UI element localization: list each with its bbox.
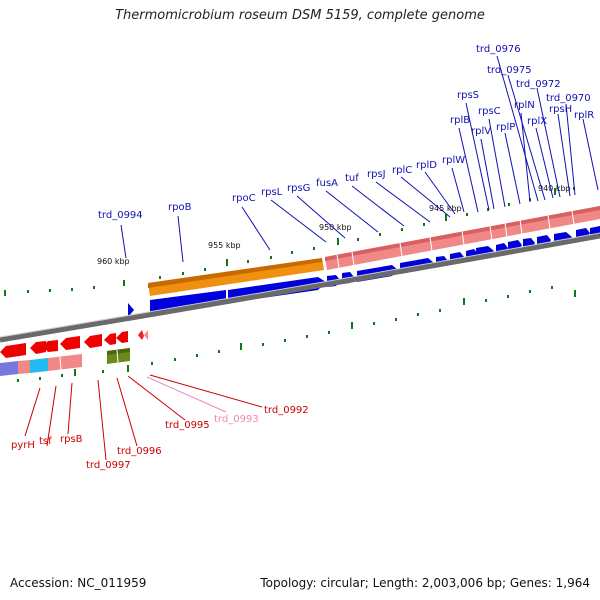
lower-gene-track <box>0 348 130 376</box>
gene-label: fusA <box>316 178 338 189</box>
upper-scale-ticks <box>4 187 575 296</box>
gene-label: rpsJ <box>367 169 386 180</box>
gene-label: rpsH <box>549 104 572 115</box>
gene-label: trd_0970 <box>546 93 591 104</box>
gene-label: rpsG <box>287 183 310 194</box>
cds-arrow-small <box>144 330 148 340</box>
cds-arrow <box>116 331 128 343</box>
scale-labels: 960 kbp 955 kbp 950 kbp 945 kbp 940 kbp <box>97 184 571 266</box>
genome-summary: Topology: circular; Length: 2,003,006 bp… <box>260 576 590 590</box>
cds-arrow <box>150 290 226 313</box>
gene-label: trd_0976 <box>476 44 521 55</box>
lower-scale-ticks <box>17 286 576 382</box>
gene-label: rpsB <box>60 434 83 445</box>
upper-gene-labels: trd_0994 rpoB rpoC rpsL rpsG fusA tuf rp… <box>98 44 594 221</box>
upper-gene-track <box>148 206 600 296</box>
gene-label: trd_0994 <box>98 210 143 221</box>
gene-label: rplN <box>514 100 535 111</box>
gene-label: rpsL <box>261 187 283 198</box>
gene-label: rpoB <box>168 202 192 213</box>
salmon-block <box>48 354 82 371</box>
gene-label: rplR <box>574 110 594 121</box>
gene-label: rplW <box>442 155 465 166</box>
gene-label: trd_0995 <box>165 420 210 431</box>
cds-arrow <box>60 336 80 350</box>
gene-label: tuf <box>345 173 359 184</box>
accession-text: Accession: NC_011959 <box>10 576 147 590</box>
gene-label: trd_0996 <box>117 446 162 457</box>
cds-arrow <box>30 341 46 354</box>
gene-label: trd_0972 <box>516 79 561 90</box>
gene-label: pyrH <box>11 440 35 451</box>
gene-label: rpoC <box>232 193 256 204</box>
scale-label: 955 kbp <box>208 241 241 250</box>
gene-label: trd_0992 <box>264 405 309 416</box>
salmon-block <box>18 360 30 374</box>
gene-label: rpsS <box>457 90 479 101</box>
rrna-block-shade <box>148 258 322 288</box>
lower-cds-track <box>0 330 148 358</box>
gene-label: rpsC <box>478 106 501 117</box>
violet-block <box>0 361 18 376</box>
upper-leader-lines <box>120 55 599 263</box>
cds-arrow-small <box>138 330 144 340</box>
scale-label: 945 kbp <box>429 204 462 213</box>
scale-label: 960 kbp <box>97 257 130 266</box>
gene-label: rplV <box>471 126 491 137</box>
gene-label: rplB <box>450 115 470 126</box>
scale-label: 950 kbp <box>319 223 352 232</box>
gene-label: tsf <box>39 436 52 447</box>
cds-arrow <box>84 334 102 348</box>
gene-label: rplC <box>392 165 412 176</box>
cds-arrow <box>128 303 134 317</box>
cds-arrow <box>0 343 26 358</box>
genome-backbone-highlight <box>0 232 600 338</box>
olive-block-shade <box>107 348 130 355</box>
cyan-block <box>30 358 48 373</box>
map-title: Thermomicrobium roseum DSM 5159, complet… <box>115 8 485 23</box>
scale-label: 940 kbp <box>538 184 571 193</box>
gene-label: rplP <box>496 122 515 133</box>
gene-label: rplX <box>527 116 547 127</box>
cds-arrow <box>42 340 58 352</box>
gene-label: trd_0997 <box>86 460 131 471</box>
cds-arrow <box>104 333 116 345</box>
gene-label: rplD <box>416 160 437 171</box>
gene-label: trd_0975 <box>487 65 532 76</box>
lower-leader-lines <box>24 374 263 461</box>
gene-label: trd_0993 <box>214 414 259 425</box>
genome-backbone <box>0 233 600 343</box>
lower-gene-labels: pyrH tsf rpsB trd_0997 trd_0996 trd_0995… <box>11 405 309 471</box>
